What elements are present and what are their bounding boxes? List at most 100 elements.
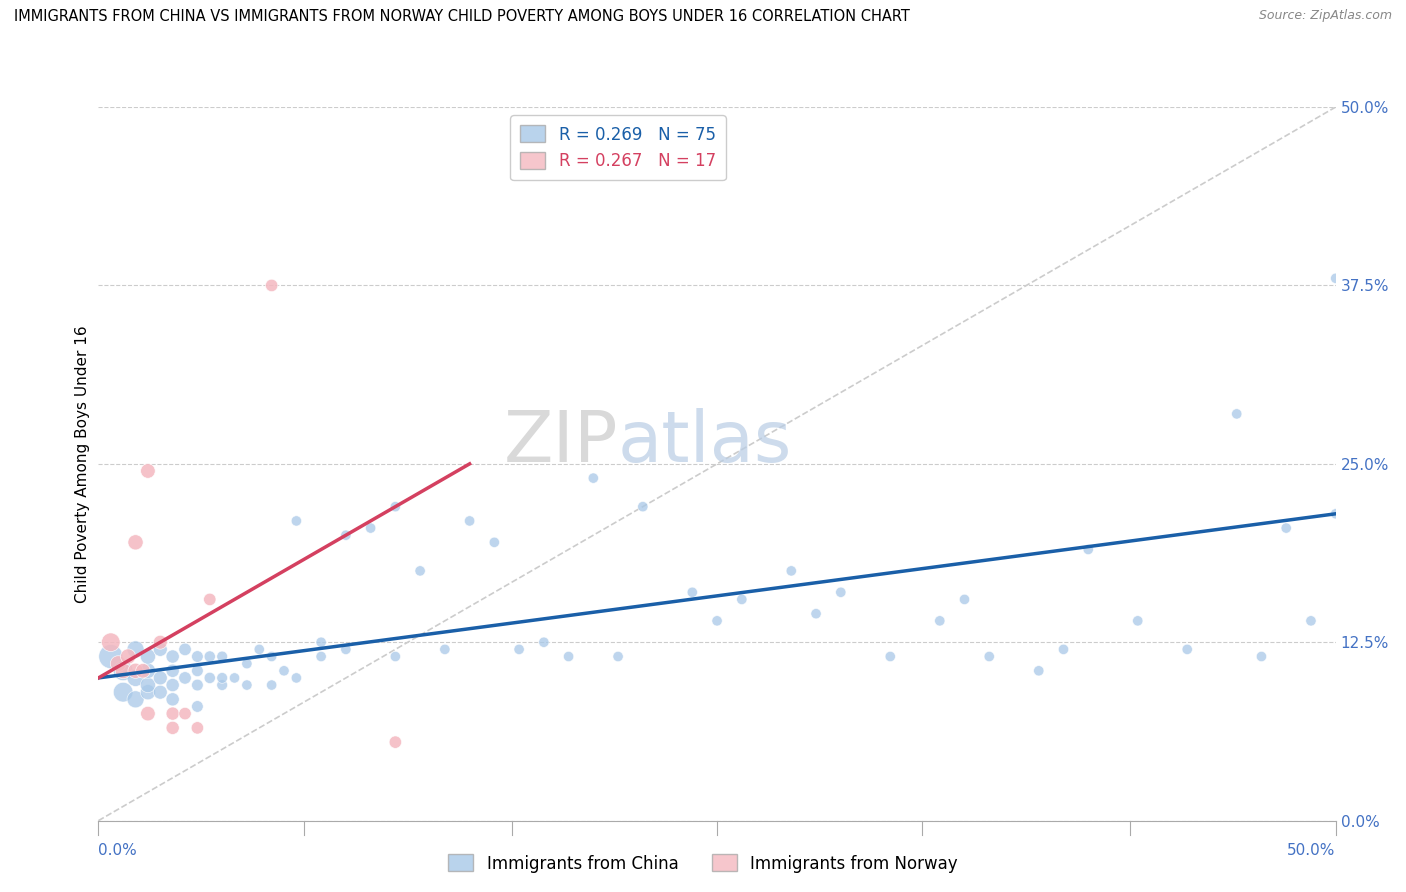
Point — [309, 649, 332, 664]
Text: ZIP: ZIP — [503, 408, 619, 477]
Point — [186, 721, 208, 735]
Point — [384, 500, 406, 514]
Legend: Immigrants from China, Immigrants from Norway: Immigrants from China, Immigrants from N… — [441, 847, 965, 880]
Point — [186, 699, 208, 714]
Point — [409, 564, 432, 578]
Point — [162, 664, 184, 678]
Text: 50.0%: 50.0% — [1288, 843, 1336, 858]
Point — [132, 664, 155, 678]
Point — [830, 585, 852, 599]
Point — [928, 614, 950, 628]
Point — [162, 721, 184, 735]
Point — [149, 685, 172, 699]
Point — [124, 692, 146, 706]
Point — [136, 678, 159, 692]
Point — [149, 642, 172, 657]
Point — [508, 642, 530, 657]
Point — [124, 671, 146, 685]
Point — [186, 678, 208, 692]
Point — [706, 614, 728, 628]
Point — [533, 635, 555, 649]
Point — [174, 642, 197, 657]
Point — [285, 514, 308, 528]
Text: IMMIGRANTS FROM CHINA VS IMMIGRANTS FROM NORWAY CHILD POVERTY AMONG BOYS UNDER 1: IMMIGRANTS FROM CHINA VS IMMIGRANTS FROM… — [14, 9, 910, 24]
Text: 0.0%: 0.0% — [98, 843, 138, 858]
Point — [1299, 614, 1322, 628]
Legend: R = 0.269   N = 75, R = 0.267   N = 17: R = 0.269 N = 75, R = 0.267 N = 17 — [510, 115, 725, 180]
Point — [1052, 642, 1074, 657]
Point — [112, 664, 135, 678]
Point — [107, 657, 129, 671]
Point — [1028, 664, 1050, 678]
Point — [1126, 614, 1149, 628]
Point — [224, 671, 246, 685]
Point — [260, 278, 283, 293]
Point — [384, 735, 406, 749]
Point — [557, 649, 579, 664]
Point — [804, 607, 827, 621]
Point — [780, 564, 803, 578]
Point — [247, 642, 270, 657]
Point — [309, 635, 332, 649]
Point — [285, 671, 308, 685]
Point — [124, 664, 146, 678]
Text: Source: ZipAtlas.com: Source: ZipAtlas.com — [1258, 9, 1392, 22]
Point — [1175, 642, 1198, 657]
Point — [211, 649, 233, 664]
Point — [1275, 521, 1298, 535]
Point — [174, 671, 197, 685]
Point — [484, 535, 506, 549]
Point — [979, 649, 1001, 664]
Point — [174, 706, 197, 721]
Point — [162, 649, 184, 664]
Point — [631, 500, 654, 514]
Point — [198, 649, 221, 664]
Point — [433, 642, 456, 657]
Point — [162, 706, 184, 721]
Point — [211, 671, 233, 685]
Point — [260, 649, 283, 664]
Point — [136, 706, 159, 721]
Point — [136, 464, 159, 478]
Point — [681, 585, 703, 599]
Point — [260, 678, 283, 692]
Point — [124, 535, 146, 549]
Point — [236, 678, 259, 692]
Point — [100, 635, 122, 649]
Point — [162, 678, 184, 692]
Point — [273, 664, 295, 678]
Point — [186, 664, 208, 678]
Point — [1250, 649, 1272, 664]
Point — [124, 642, 146, 657]
Point — [149, 671, 172, 685]
Point — [136, 649, 159, 664]
Point — [136, 664, 159, 678]
Y-axis label: Child Poverty Among Boys Under 16: Child Poverty Among Boys Under 16 — [75, 325, 90, 603]
Point — [607, 649, 630, 664]
Point — [1077, 542, 1099, 557]
Point — [136, 685, 159, 699]
Point — [112, 685, 135, 699]
Point — [186, 649, 208, 664]
Point — [162, 692, 184, 706]
Point — [458, 514, 481, 528]
Point — [1324, 271, 1347, 285]
Point — [335, 642, 357, 657]
Point — [335, 528, 357, 542]
Point — [731, 592, 754, 607]
Point — [100, 649, 122, 664]
Point — [1226, 407, 1249, 421]
Point — [198, 671, 221, 685]
Point — [953, 592, 976, 607]
Point — [1324, 507, 1347, 521]
Point — [360, 521, 382, 535]
Point — [384, 649, 406, 664]
Point — [879, 649, 901, 664]
Point — [198, 592, 221, 607]
Point — [236, 657, 259, 671]
Text: atlas: atlas — [619, 408, 793, 477]
Point — [149, 635, 172, 649]
Point — [117, 649, 139, 664]
Point — [211, 678, 233, 692]
Point — [112, 664, 135, 678]
